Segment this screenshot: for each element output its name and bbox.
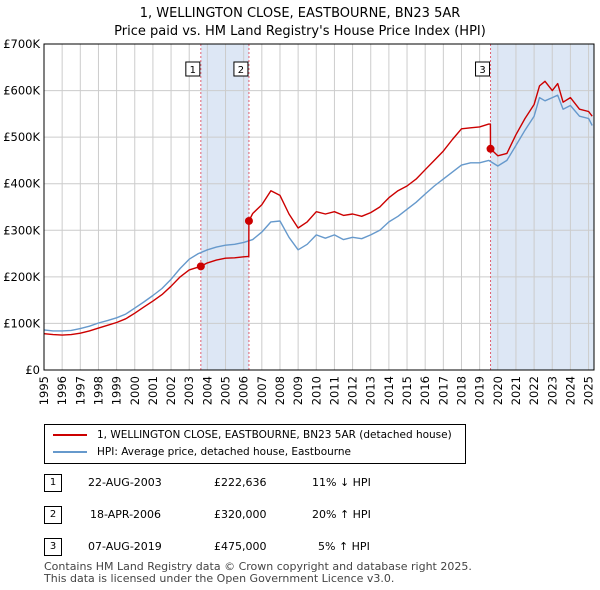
x-tick-label: 2001	[146, 376, 160, 405]
sale-hpi-change: 11% ↓ HPI	[312, 476, 371, 489]
x-tick-label: 2014	[382, 376, 396, 405]
footer-licence: This data is licensed under the Open Gov…	[44, 572, 395, 585]
x-tick-label: 2013	[364, 376, 378, 405]
x-tick-label: 1999	[110, 376, 124, 405]
x-tick-label: 2012	[346, 376, 360, 405]
legend-property-label: 1, WELLINGTON CLOSE, EASTBOURNE, BN23 5A…	[97, 429, 452, 441]
y-tick-label: £500K	[3, 130, 40, 144]
chart-legend: 1, WELLINGTON CLOSE, EASTBOURNE, BN23 5A…	[44, 424, 466, 464]
sale-point	[196, 262, 205, 271]
sale-number-box	[475, 61, 491, 77]
y-tick-label: £600K	[3, 84, 40, 98]
legend-item-hpi: HPI: Average price, detached house, East…	[53, 444, 351, 460]
chart-title: 1, WELLINGTON CLOSE, EASTBOURNE, BN23 5A…	[139, 6, 461, 21]
x-tick-label: 2019	[473, 376, 487, 405]
sale-date: 07-AUG-2019	[88, 540, 162, 553]
x-tick-label: 2022	[527, 376, 541, 405]
hpi-line-swatch	[53, 451, 87, 453]
plot-border	[43, 43, 595, 371]
x-tick-label: 2015	[400, 376, 414, 405]
sale-price: £320,000	[214, 508, 267, 521]
sale-hpi-change: 20% ↑ HPI	[312, 508, 371, 521]
sale-number-badge: 1	[44, 474, 62, 492]
sale-hpi-change: 5% ↑ HPI	[318, 540, 370, 553]
x-tick-label: 2021	[509, 376, 523, 405]
x-tick-label: 2017	[436, 376, 450, 405]
x-tick-label: 2010	[309, 376, 323, 405]
sale-row: 1 22-AUG-2003 £222,636 11% ↓ HPI	[0, 474, 600, 494]
y-tick-label: £200K	[3, 270, 40, 284]
sale-number-label: 3	[479, 65, 485, 76]
x-tick-label: 2005	[219, 376, 233, 405]
sale-price: £475,000	[214, 540, 267, 553]
shaded-period	[200, 44, 249, 370]
x-tick-label: 2020	[491, 376, 505, 405]
property-price-line	[43, 80, 593, 336]
x-tick-label: 2008	[273, 376, 287, 405]
x-tick-label: 2011	[327, 376, 341, 405]
property-line-swatch	[53, 434, 87, 436]
sale-row: 2 18-APR-2006 £320,000 20% ↑ HPI	[0, 506, 600, 526]
y-tick-label: £0	[25, 363, 40, 377]
x-tick-label: 1998	[91, 376, 105, 405]
x-tick-label: 2024	[563, 376, 577, 405]
sale-point	[244, 216, 253, 225]
sale-point	[486, 144, 495, 153]
sale-number-box	[185, 61, 201, 77]
chart-subtitle: Price paid vs. HM Land Registry's House …	[114, 24, 486, 39]
sale-number-badge: 3	[44, 538, 62, 556]
shaded-period	[490, 44, 594, 370]
price-chart: £0 £100K £200K £300K £400K £500K £600K £700K 199…	[3, 37, 596, 405]
sale-number-badge: 2	[44, 506, 62, 524]
sale-row: 3 07-AUG-2019 £475,000 5% ↑ HPI	[0, 538, 600, 558]
footer-copyright: Contains HM Land Registry data © Crown c…	[44, 560, 472, 573]
y-tick-label: £400K	[3, 177, 40, 191]
legend-item-property: 1, WELLINGTON CLOSE, EASTBOURNE, BN23 5A…	[53, 427, 452, 443]
x-tick-label: 2006	[237, 376, 251, 405]
x-tick-label: 1995	[37, 376, 51, 405]
x-tick-label: 2023	[545, 376, 559, 405]
x-tick-label: 2004	[200, 376, 214, 405]
x-tick-label: 2016	[418, 376, 432, 405]
y-tick-label: £100K	[3, 316, 40, 330]
x-tick-label: 2009	[291, 376, 305, 405]
x-tick-label: 1997	[73, 376, 87, 405]
x-tick-label: 2000	[128, 376, 142, 405]
x-tick-label: 2003	[182, 376, 196, 405]
y-tick-label: £300K	[3, 223, 40, 237]
sale-price: £222,636	[214, 476, 267, 489]
x-tick-label: 2002	[164, 376, 178, 405]
x-tick-label: 1996	[55, 376, 69, 405]
sale-date: 18-APR-2006	[90, 508, 162, 521]
y-tick-label: £700K	[3, 37, 40, 51]
x-tick-label: 2025	[582, 376, 596, 405]
sale-number-label: 2	[238, 65, 244, 76]
sale-number-label: 1	[190, 65, 196, 76]
x-tick-label: 2018	[454, 376, 468, 405]
sale-date: 22-AUG-2003	[88, 476, 162, 489]
legend-hpi-label: HPI: Average price, detached house, East…	[97, 446, 352, 458]
hpi-line	[43, 94, 593, 332]
x-tick-label: 2007	[255, 376, 269, 405]
sale-number-box	[233, 61, 249, 77]
